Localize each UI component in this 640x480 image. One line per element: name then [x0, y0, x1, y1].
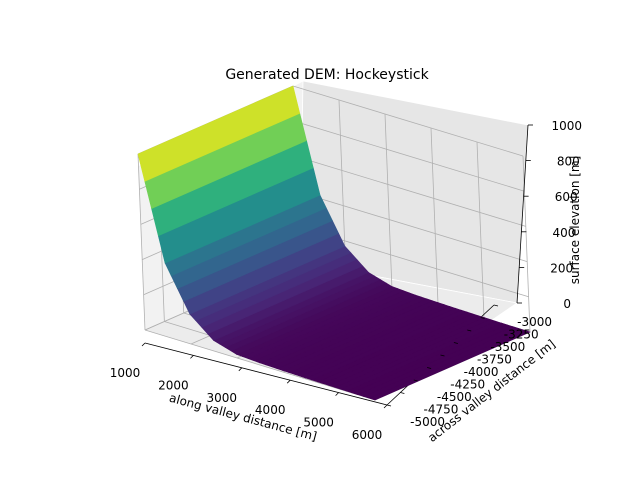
x-tick-label: 4000	[255, 403, 286, 417]
z-tick-label: 400	[552, 226, 575, 240]
grid-line-y	[137, 153, 146, 331]
y-tick-mark	[467, 329, 472, 332]
y-tick-mark	[493, 304, 499, 307]
grid-line-y	[144, 329, 376, 401]
chart-title: Generated DEM: Hockeystick	[225, 67, 429, 83]
x-axis-label: along valley distance [m]	[168, 391, 319, 444]
y-tick-mark	[453, 342, 458, 344]
z-axis-line	[516, 124, 529, 304]
z-axis-label: surface elevation [m]	[568, 156, 582, 285]
x-tick-mark	[383, 404, 388, 409]
x-tick-label: 6000	[352, 428, 383, 442]
x-axis-line	[144, 342, 388, 406]
surface-strip	[137, 85, 301, 182]
x-tick-label: 2000	[158, 378, 189, 392]
y-tick-label: -4750	[424, 403, 459, 417]
grid-line-x	[430, 127, 439, 305]
x-tick-mark	[286, 379, 291, 384]
y-tick-mark	[440, 354, 445, 357]
grid-line-x	[476, 141, 485, 319]
grid-line-z	[294, 120, 525, 192]
x-tick-mark	[238, 367, 243, 372]
y-tick-mark	[480, 317, 485, 319]
y-tick-mark	[386, 404, 392, 407]
z-tick-label: 200	[550, 261, 573, 275]
z-tick-label: 0	[563, 297, 571, 311]
x-tick-mark	[335, 392, 339, 396]
x-tick-label: 5000	[303, 416, 334, 430]
y-tick-label: -3750	[477, 353, 512, 367]
y-tick-mark	[413, 379, 418, 382]
x-tick-mark	[141, 342, 146, 347]
y-tick-label: -4250	[450, 378, 485, 392]
y-tick-label: -3000	[517, 315, 552, 329]
y-tick-label: -4000	[464, 365, 499, 379]
y-tick-label: -4500	[437, 390, 472, 404]
x-tick-label: 3000	[207, 391, 238, 405]
x-tick-label: 1000	[110, 366, 141, 380]
y-tick-label: -3250	[504, 328, 539, 342]
surface	[137, 85, 531, 401]
z-tick-label: 600	[555, 190, 578, 204]
y-tick-mark	[400, 392, 405, 394]
grid-line-z	[297, 191, 528, 262]
grid-line-x	[384, 113, 393, 291]
z-tick-label: 800	[557, 155, 580, 169]
y-tick-label: -5000	[410, 415, 445, 429]
grid-line-x	[522, 155, 531, 333]
z-tick-label: 1000	[551, 119, 582, 133]
y-tick-mark	[427, 367, 432, 369]
y-tick-label: -3500	[490, 340, 525, 354]
grid-line-z	[292, 85, 524, 157]
x-tick-mark	[190, 355, 194, 359]
grid-line-z	[295, 156, 526, 227]
ticks: 100020003000400050006000-5000-4750-4500-…	[110, 119, 582, 442]
